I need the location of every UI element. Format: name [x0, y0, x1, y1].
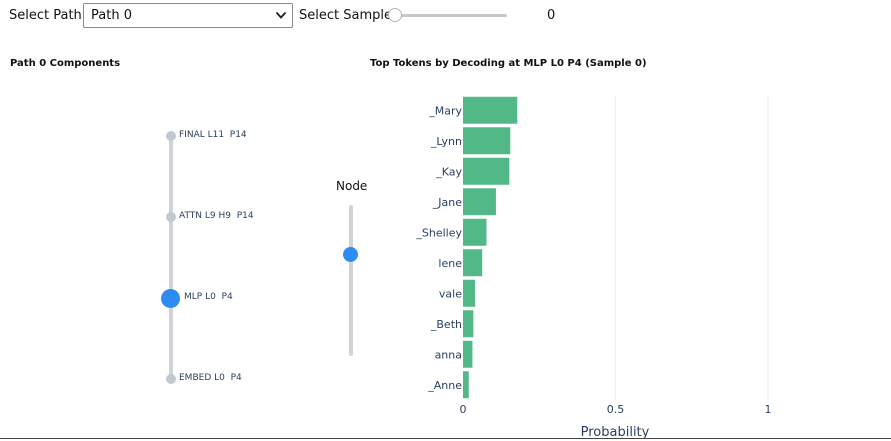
bar — [463, 310, 474, 338]
sample-value: 0 — [547, 8, 556, 23]
y-tick-label: anna — [435, 348, 462, 361]
y-tick-label: _Shelley — [415, 226, 462, 239]
bar — [463, 96, 518, 124]
bar — [463, 371, 469, 399]
path-node-embed[interactable] — [166, 374, 176, 384]
bar — [463, 340, 473, 368]
bottom-border — [0, 438, 891, 439]
bar — [463, 188, 496, 216]
y-tick-label: _Jane — [432, 196, 462, 209]
chevron-down-icon — [275, 11, 287, 19]
x-axis-title: Probability — [581, 425, 650, 440]
y-tick-label: lene — [438, 257, 462, 270]
path-line — [169, 136, 173, 379]
bar — [463, 279, 476, 307]
bar — [463, 127, 511, 155]
components-title: Path 0 Components — [10, 58, 121, 69]
node-label-attn: ATTN L9 H9 P14 — [179, 211, 254, 221]
y-tick-label: _Mary — [428, 104, 462, 117]
path-select[interactable]: Path 0 — [83, 3, 293, 28]
bar — [463, 157, 510, 185]
x-tick-label: 0.5 — [607, 403, 625, 416]
y-tick-label: _Beth — [430, 318, 462, 331]
node-slider-label: Node — [336, 179, 368, 193]
node-label-embed: EMBED L0 P4 — [179, 373, 242, 383]
select-sample-label: Select Sample: — [299, 8, 397, 23]
path-node-attn[interactable] — [166, 212, 176, 222]
bar — [463, 249, 483, 277]
y-tick-label: vale — [439, 287, 462, 300]
node-slider-thumb[interactable] — [343, 247, 358, 263]
path-select-value: Path 0 — [91, 8, 132, 23]
sample-slider-thumb[interactable] — [388, 8, 402, 22]
y-tick-label: _Lynn — [430, 135, 462, 148]
y-tick-label: _Anne — [427, 379, 462, 392]
node-label-mlp: MLP L0 P4 — [184, 292, 233, 302]
y-tick-label: _Kay — [435, 165, 462, 178]
chart-title: Top Tokens by Decoding at MLP L0 P4 (Sam… — [370, 58, 647, 69]
sample-slider-track[interactable] — [390, 14, 507, 17]
node-slider-track[interactable] — [349, 205, 353, 356]
node-label-final: FINAL L11 P14 — [179, 130, 247, 140]
x-tick-label: 1 — [765, 403, 772, 416]
x-tick-label: 0 — [460, 403, 467, 416]
path-node-mlp-selected[interactable] — [161, 289, 180, 308]
path-node-final[interactable] — [166, 131, 176, 141]
bar — [463, 218, 487, 246]
select-path-label: Select Path: — [9, 8, 87, 23]
